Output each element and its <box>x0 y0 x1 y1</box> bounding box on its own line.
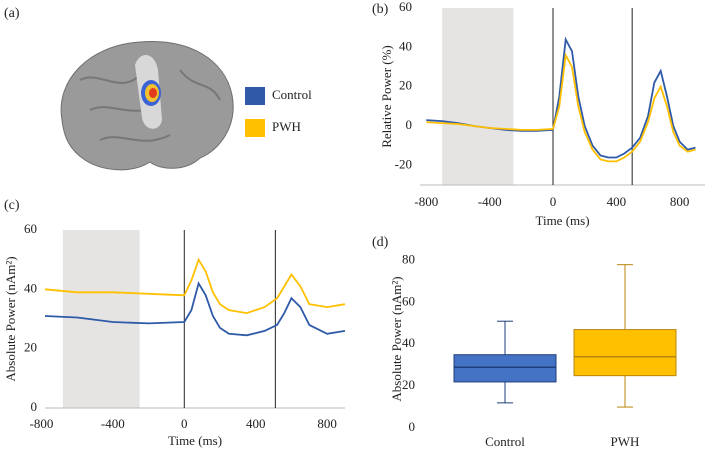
x-tick-label: 400 <box>607 194 627 209</box>
x-tick-label: 800 <box>317 416 337 431</box>
y-tick-label: 60 <box>24 221 37 236</box>
x-tick-label: 0 <box>550 194 557 209</box>
panel-label: (c) <box>4 198 20 213</box>
x-tick-label: 400 <box>246 416 266 431</box>
y-tick-label: 0 <box>31 399 38 414</box>
series-line <box>44 257 346 315</box>
panel-label: (b) <box>372 2 389 17</box>
shaded-region <box>62 230 140 408</box>
y-tick-label: 0 <box>409 419 416 434</box>
x-tick-label: -400 <box>478 194 502 209</box>
legend-label: Control <box>272 87 312 102</box>
x-axis-label: Time (ms) <box>168 433 222 448</box>
y-tick-label: 20 <box>24 340 37 355</box>
box <box>573 329 677 377</box>
shaded-region <box>442 8 514 185</box>
legend-swatch <box>245 87 265 105</box>
panel-label: (d) <box>372 235 389 250</box>
y-axis-label: Absolute Power (nAm²) <box>3 256 18 381</box>
legend-label: PWH <box>272 119 301 134</box>
legend: Control PWH <box>245 87 312 137</box>
y-tick-label: 80 <box>402 251 415 266</box>
y-tick-label: 40 <box>402 335 415 350</box>
x-tick-label: 800 <box>670 194 690 209</box>
x-tick-label: Control <box>485 434 525 449</box>
y-axis-label: Absolute Power (nAm²) <box>389 276 404 401</box>
x-tick-label: -800 <box>414 194 438 209</box>
x-tick-label: 0 <box>181 416 188 431</box>
x-tick-label: -800 <box>30 416 54 431</box>
y-tick-label: 20 <box>399 78 412 93</box>
series-line <box>44 281 346 337</box>
panel-label: (a) <box>4 6 20 21</box>
y-axis-label: Relative Power (%) <box>379 45 394 148</box>
y-tick-label: 60 <box>399 0 412 14</box>
y-tick-label: 20 <box>402 377 415 392</box>
y-tick-label: 0 <box>406 117 413 132</box>
brain-illustration <box>60 41 234 171</box>
series-line <box>426 52 696 163</box>
y-tick-label: 60 <box>402 293 415 308</box>
y-tick-label: 40 <box>399 38 412 53</box>
x-axis-label: Time (ms) <box>535 213 589 228</box>
y-tick-label: -20 <box>395 156 412 171</box>
x-tick-label: PWH <box>611 434 640 449</box>
x-tick-label: -400 <box>101 416 125 431</box>
y-tick-label: 40 <box>24 280 37 295</box>
legend-swatch <box>245 119 265 137</box>
box <box>453 354 557 383</box>
